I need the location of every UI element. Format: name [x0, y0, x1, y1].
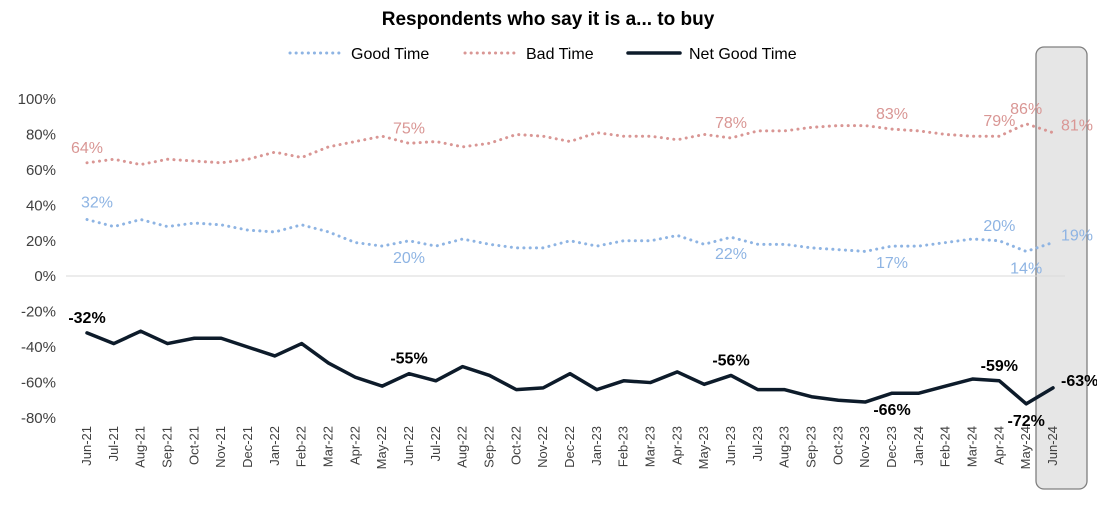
y-tick-label: -60%: [21, 375, 56, 392]
data-label: -56%: [712, 352, 749, 369]
y-tick-label: 60%: [26, 162, 56, 179]
x-tick-label: Jul-21: [106, 426, 121, 461]
x-tick-label: Jan-24: [911, 426, 926, 466]
x-tick-label: Oct-21: [186, 426, 201, 465]
x-tick-label: Aug-23: [777, 426, 792, 468]
x-tick-label: Jan-22: [267, 426, 282, 466]
data-label: -66%: [873, 402, 910, 419]
x-tick-label: Feb-24: [938, 426, 953, 467]
data-label: 14%: [1010, 260, 1042, 277]
y-tick-label: -20%: [21, 304, 56, 321]
y-tick-label: -80%: [21, 410, 56, 427]
y-tick-label: 100%: [18, 91, 56, 108]
x-tick-label: Aug-22: [455, 426, 470, 468]
y-tick-label: 40%: [26, 197, 56, 214]
bad-time-line: [85, 122, 1055, 167]
x-tick-label: Oct-23: [830, 426, 845, 465]
x-tick-label: Dec-21: [240, 426, 255, 468]
data-label: 19%: [1061, 228, 1093, 245]
x-tick-label: Nov-22: [535, 426, 550, 468]
x-tick-label: Jun-22: [401, 426, 416, 466]
data-label: 75%: [393, 120, 425, 137]
x-tick-label: Mar-23: [643, 426, 658, 467]
legend-label: Net Good Time: [689, 46, 797, 63]
x-tick-label: Jul-22: [428, 426, 443, 461]
data-label: -32%: [68, 310, 105, 327]
x-tick-label: Oct-22: [508, 426, 523, 465]
data-label: 79%: [983, 113, 1015, 130]
data-labels: 32% 20% 22% 17% 20% 14% 19% 64% 75% 78% 83% 79%86% 8…: [68, 101, 1097, 430]
x-tick-label: Aug-21: [133, 426, 148, 468]
data-label: 22%: [715, 246, 747, 263]
legend-label: Bad Time: [526, 46, 594, 63]
data-label: -55%: [390, 351, 427, 368]
y-tick-label: 0%: [34, 268, 56, 285]
x-tick-label: Jan-23: [589, 426, 604, 466]
x-tick-label: Apr-22: [347, 426, 362, 465]
data-label: 17%: [876, 255, 908, 272]
legend: Good Time Bad Time Net Good Time: [288, 46, 797, 63]
x-tick-label: Mar-24: [965, 426, 980, 467]
data-label: 64%: [71, 140, 103, 157]
x-tick-label: Feb-22: [294, 426, 309, 467]
data-label: 81%: [1061, 118, 1093, 135]
net-good-time-line: [85, 329, 1055, 406]
x-tick-label: Dec-22: [562, 426, 577, 468]
x-tick-label: May-22: [374, 426, 389, 469]
x-tick-label: Jul-23: [750, 426, 765, 461]
y-tick-label: 80%: [26, 126, 56, 143]
series-group: [85, 122, 1055, 406]
x-tick-label: Sep-23: [804, 426, 819, 468]
data-label: 78%: [715, 115, 747, 132]
y-axis: 100% 80% 60% 40% 20% 0% -20% -40% -60% -80%: [18, 91, 56, 427]
data-label: -59%: [981, 358, 1018, 375]
highlight-band: [1035, 46, 1088, 490]
chart-title: Respondents who say it is a... to buy: [382, 9, 715, 30]
data-label: 83%: [876, 106, 908, 123]
y-tick-label: 20%: [26, 233, 56, 250]
x-tick-label: Jun-24: [1045, 426, 1060, 466]
x-tick-label: Jun-21: [79, 426, 94, 466]
x-tick-label: Apr-23: [669, 426, 684, 465]
x-tick-label: Nov-23: [857, 426, 872, 468]
legend-label: Good Time: [351, 46, 429, 63]
x-tick-label: Nov-21: [213, 426, 228, 468]
x-tick-label: Jun-23: [723, 426, 738, 466]
x-tick-label: Mar-22: [321, 426, 336, 467]
data-label: 20%: [393, 250, 425, 267]
y-tick-label: -40%: [21, 339, 56, 356]
x-tick-label: May-24: [1018, 426, 1033, 469]
data-label: 86%: [1010, 101, 1042, 118]
x-tick-label: Feb-23: [616, 426, 631, 467]
data-label: 32%: [81, 195, 113, 212]
x-tick-label: May-23: [696, 426, 711, 469]
x-tick-label: Sep-22: [482, 426, 497, 468]
x-tick-label: Dec-23: [884, 426, 899, 468]
data-label: 20%: [983, 218, 1015, 235]
data-label: -63%: [1061, 373, 1097, 390]
data-label: -72%: [1007, 413, 1044, 430]
x-axis: Jun-21 Jul-21 Aug-21 Sep-21 Oct-21 Nov-21 Dec-…: [79, 426, 1060, 469]
good-time-line: [85, 218, 1055, 253]
x-tick-label: Apr-24: [991, 426, 1006, 465]
x-tick-label: Sep-21: [160, 426, 175, 468]
